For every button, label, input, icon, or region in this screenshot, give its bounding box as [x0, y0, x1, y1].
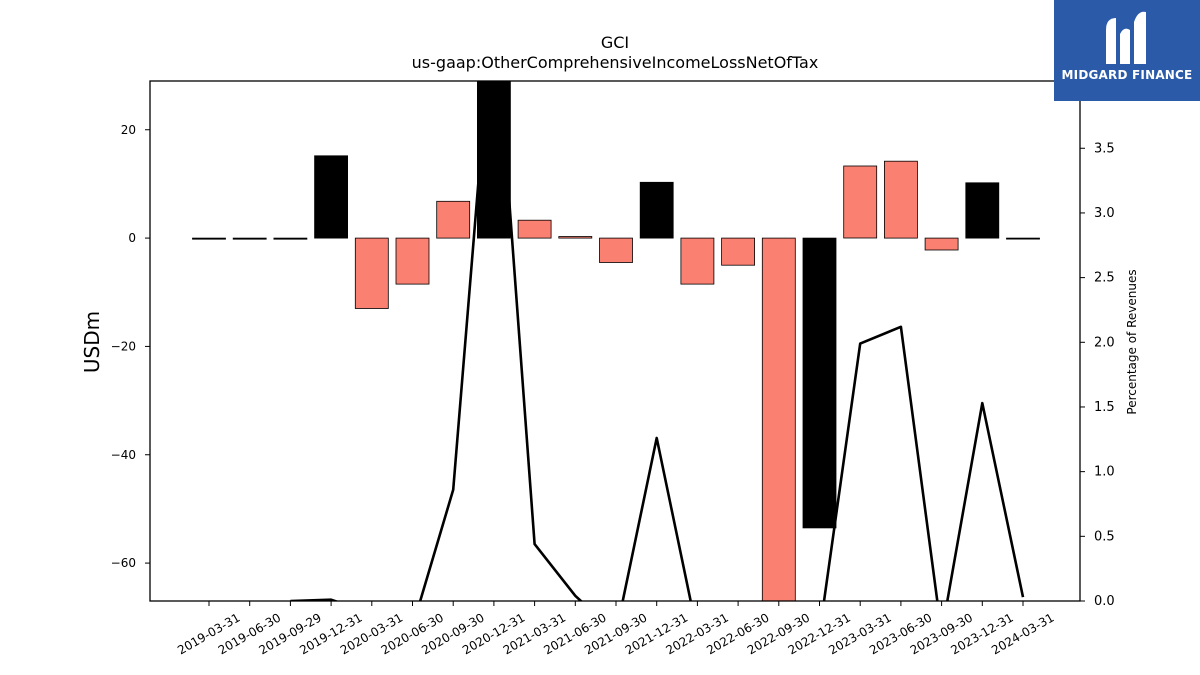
y2-tick-label: 3.5 — [1094, 141, 1115, 156]
bar-2021-12-31 — [639, 181, 674, 239]
y2-tick-label: 2.0 — [1094, 335, 1115, 350]
y2-axis-label: Percentage of Revenues — [1125, 269, 1139, 414]
bar-2019-03-31 — [192, 237, 226, 240]
y-tick-label: −20 — [111, 339, 136, 353]
bar-2022-12-31 — [802, 237, 837, 529]
series-area — [192, 81, 1040, 601]
bar-2020-09-30 — [436, 200, 471, 239]
bar-2022-06-30 — [721, 237, 755, 266]
y2-tick-label: 0.0 — [1094, 594, 1115, 609]
bar-2022-03-31 — [680, 237, 715, 285]
bar-2021-06-30 — [558, 236, 593, 239]
bar-2022-09-30 — [761, 237, 796, 601]
y2-tick-label: 3.0 — [1094, 206, 1115, 221]
y-tick-label: 0 — [128, 231, 136, 245]
midgard-logo-icon — [1106, 11, 1146, 65]
y2-tick-label: 0.5 — [1094, 529, 1115, 544]
chart-subtitle: us-gaap:OtherComprehensiveIncomeLossNetO… — [412, 53, 819, 72]
bar-2020-03-31 — [354, 237, 389, 309]
y2-tick-label: 1.5 — [1094, 400, 1115, 415]
bar-2023-03-31 — [843, 165, 878, 239]
bar-2023-06-30 — [884, 160, 918, 239]
logo-text: MIDGARD FINANCE — [1061, 68, 1193, 82]
y2-tick-label: 1.0 — [1094, 465, 1115, 480]
y-tick-label: 20 — [121, 123, 136, 137]
y-tick-label: −60 — [111, 556, 136, 570]
bar-2020-06-30 — [395, 237, 430, 285]
y-tick-label: −40 — [111, 448, 136, 462]
bar-2019-12-31 — [314, 155, 349, 239]
midgard-finance-logo: MIDGARD FINANCE — [1054, 0, 1200, 101]
bar-2019-06-30 — [232, 237, 267, 240]
y2-tick-label: 2.5 — [1094, 271, 1115, 286]
bar-2023-09-30 — [924, 237, 959, 251]
plot-area: 200−20−40−600.00.51.01.52.02.53.03.52019… — [111, 80, 1115, 657]
chart-title: GCI — [601, 33, 629, 52]
bar-2023-12-31 — [965, 182, 1000, 239]
bar-2019-09-29 — [273, 237, 308, 240]
percentage-of-revenues-line — [290, 81, 1025, 601]
bar-2021-03-31 — [517, 219, 552, 239]
y-axis-label: USDm — [80, 311, 104, 373]
plot-frame — [149, 80, 1081, 602]
bar-2024-03-31 — [1006, 237, 1040, 240]
bar-2021-09-30 — [599, 237, 633, 263]
